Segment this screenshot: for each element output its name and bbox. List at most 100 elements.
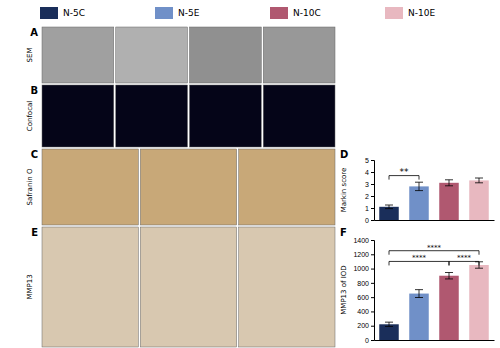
panel-side-label: MMP13	[26, 274, 34, 299]
significance-label: ****	[427, 244, 442, 252]
y-axis-line	[371, 241, 375, 341]
image-panel	[263, 27, 335, 83]
bar	[469, 265, 489, 340]
bar-chart: FMMP13 of IOD0200400600800100012001400**…	[340, 227, 495, 344]
plot-area	[379, 262, 489, 340]
bar	[409, 186, 429, 220]
y-tick-label: 2	[365, 193, 369, 200]
legend-item: N-5E	[155, 7, 200, 19]
y-tick: 200	[357, 322, 374, 329]
y-tick-label: 600	[357, 294, 369, 301]
y-tick: 400	[357, 308, 374, 315]
legend-label: N-5E	[178, 8, 200, 18]
error-bar	[445, 273, 453, 279]
y-tick-label: 1400	[353, 237, 369, 244]
y-axis: 0 200 400 600 800 1000 1200 1400	[353, 237, 374, 344]
y-tick-label: 400	[357, 308, 369, 315]
legend-swatch	[40, 7, 58, 19]
bar	[469, 180, 489, 220]
y-tick-mark	[371, 160, 374, 161]
y-tick-mark	[371, 326, 374, 327]
y-tick: 4	[365, 169, 374, 176]
y-tick-mark	[371, 254, 374, 255]
y-tick-mark	[371, 340, 374, 341]
y-tick-label: 1200	[353, 251, 369, 258]
y-tick: 1	[365, 205, 374, 212]
panel-letter: A	[30, 27, 38, 38]
x-axis	[375, 220, 495, 221]
annotations: **	[389, 167, 419, 180]
y-tick-label: 3	[365, 181, 369, 188]
panel-letter: B	[30, 85, 38, 96]
image-panel	[116, 27, 188, 83]
image-panel	[42, 85, 114, 147]
y-axis-line	[371, 161, 375, 221]
chart-title: D	[340, 149, 348, 160]
x-axis-line	[375, 220, 495, 221]
legend-label: N-10E	[408, 8, 435, 18]
y-tick: 1000	[353, 265, 374, 272]
image-panel	[116, 85, 188, 147]
legend-label: N-5C	[63, 8, 85, 18]
y-tick-label: 5	[365, 157, 369, 164]
y-tick: 0	[365, 337, 374, 344]
significance-label: ****	[457, 254, 472, 262]
y-tick-mark	[371, 208, 374, 209]
image-panel	[239, 227, 335, 347]
image-panel	[190, 27, 262, 83]
y-tick-label: 0	[365, 337, 369, 344]
panel-side-label: SEM	[26, 48, 34, 63]
error-bar	[415, 182, 423, 190]
legend-item: N-10E	[385, 7, 435, 19]
y-axis-title: Markin score	[340, 168, 348, 213]
image-row: A SEM	[26, 27, 335, 83]
y-tick-label: 200	[357, 322, 369, 329]
y-tick: 1400	[353, 237, 374, 244]
image-row: B Confocal	[26, 85, 335, 147]
image-panel	[42, 227, 138, 347]
legend-item: N-10C	[270, 7, 321, 19]
legend-label: N-10C	[293, 8, 321, 18]
legend-swatch	[385, 7, 403, 19]
panel-side-label: Confocal	[26, 101, 34, 131]
image-panel	[42, 27, 114, 83]
y-tick-mark	[371, 297, 374, 298]
y-axis: 0 1 2 3 4 5	[365, 157, 374, 224]
y-tick-label: 800	[357, 280, 369, 287]
image-row: CSafranin O	[26, 149, 335, 225]
image-panel	[239, 149, 335, 225]
annotations: ************	[389, 244, 479, 266]
y-tick-mark	[371, 172, 374, 173]
image-row: E MMP13	[26, 227, 335, 347]
error-bar	[385, 205, 393, 209]
legend-swatch	[155, 7, 173, 19]
bar-chart: D Markin score 0 1 2 3 4 5 **	[340, 149, 495, 224]
error-bar	[445, 180, 453, 186]
image-panel	[140, 149, 236, 225]
image-panel	[42, 149, 138, 225]
y-tick-label: 4	[365, 169, 369, 176]
figure: ASEMBConfocalCSafranin ODMarkin score012…	[0, 0, 500, 348]
y-tick: 2	[365, 193, 374, 200]
chart-title: F	[340, 227, 347, 238]
panel-side-label: Safranin O	[26, 168, 34, 205]
panel-letter: E	[31, 227, 38, 238]
error-bar	[475, 178, 483, 183]
image-panel	[140, 227, 236, 347]
image-panel	[263, 85, 335, 147]
y-tick-mark	[371, 311, 374, 312]
image-panel	[190, 85, 262, 147]
legend-item: N-5C	[40, 7, 85, 19]
significance-label: **	[400, 167, 410, 177]
legend-swatch	[270, 7, 288, 19]
y-tick-label: 1	[365, 205, 369, 212]
y-tick: 1200	[353, 251, 374, 258]
error-bar	[385, 322, 393, 326]
plot-area	[379, 178, 489, 220]
y-tick: 0	[365, 217, 374, 224]
error-bar	[415, 290, 423, 298]
y-tick-mark	[371, 269, 374, 270]
y-tick: 600	[357, 294, 374, 301]
bar	[409, 294, 429, 340]
significance-label: ****	[412, 254, 427, 262]
